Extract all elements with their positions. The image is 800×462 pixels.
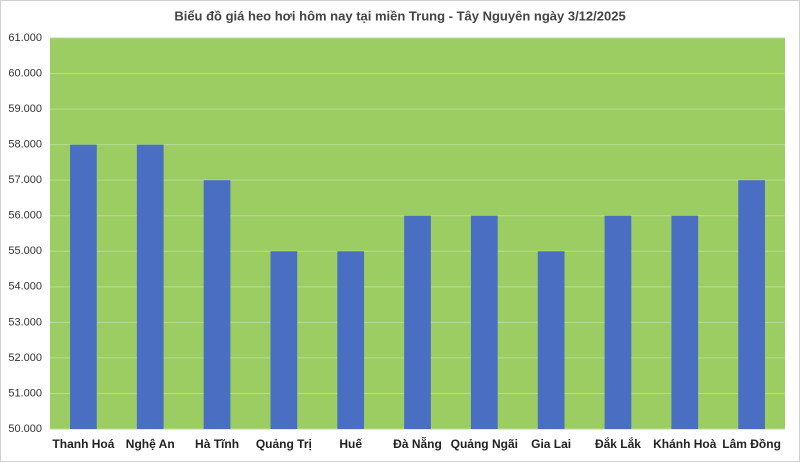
x-tick-label: Hà Tĩnh — [195, 437, 239, 451]
y-tick-label: 54.000 — [8, 281, 42, 293]
y-tick-label: 56.000 — [8, 210, 42, 222]
bar — [470, 215, 498, 429]
y-tick-label: 61.000 — [8, 32, 42, 44]
x-tick-label: Thanh Hoá — [52, 437, 114, 451]
y-tick-label: 57.000 — [8, 174, 42, 186]
x-tick-label: Lâm Đồng — [722, 437, 781, 451]
bar — [337, 251, 365, 429]
x-tick-label: Đắk Lắk — [595, 436, 641, 451]
bar — [70, 144, 97, 430]
bar — [203, 180, 231, 429]
y-tick-label: 59.000 — [8, 103, 42, 115]
y-tick-label: 60.000 — [8, 67, 42, 79]
chart-title: Biểu đồ giá heo hơi hôm nay tại miền Tru… — [174, 8, 625, 23]
x-tick-label: Quảng Trị — [256, 437, 312, 451]
bar — [604, 215, 632, 429]
bar — [537, 251, 565, 429]
bar — [404, 215, 431, 429]
x-tick-label: Đà Nẵng — [393, 436, 442, 451]
x-tick-label: Nghệ An — [126, 437, 175, 451]
x-tick-label: Quảng Ngãi — [451, 437, 518, 451]
x-tick-label: Khánh Hoà — [653, 437, 717, 451]
y-tick-label: 50.000 — [8, 423, 42, 435]
bar — [270, 251, 298, 429]
y-tick-label: 52.000 — [8, 352, 42, 364]
y-tick-label: 58.000 — [8, 139, 42, 151]
x-tick-label: Huế — [339, 437, 362, 451]
x-tick-label: Gia Lai — [531, 437, 571, 451]
y-tick-label: 53.000 — [8, 316, 42, 328]
bar — [136, 144, 164, 430]
bar — [671, 215, 699, 429]
bar — [738, 180, 765, 429]
y-tick-label: 51.000 — [8, 387, 42, 399]
y-tick-label: 55.000 — [8, 245, 42, 257]
